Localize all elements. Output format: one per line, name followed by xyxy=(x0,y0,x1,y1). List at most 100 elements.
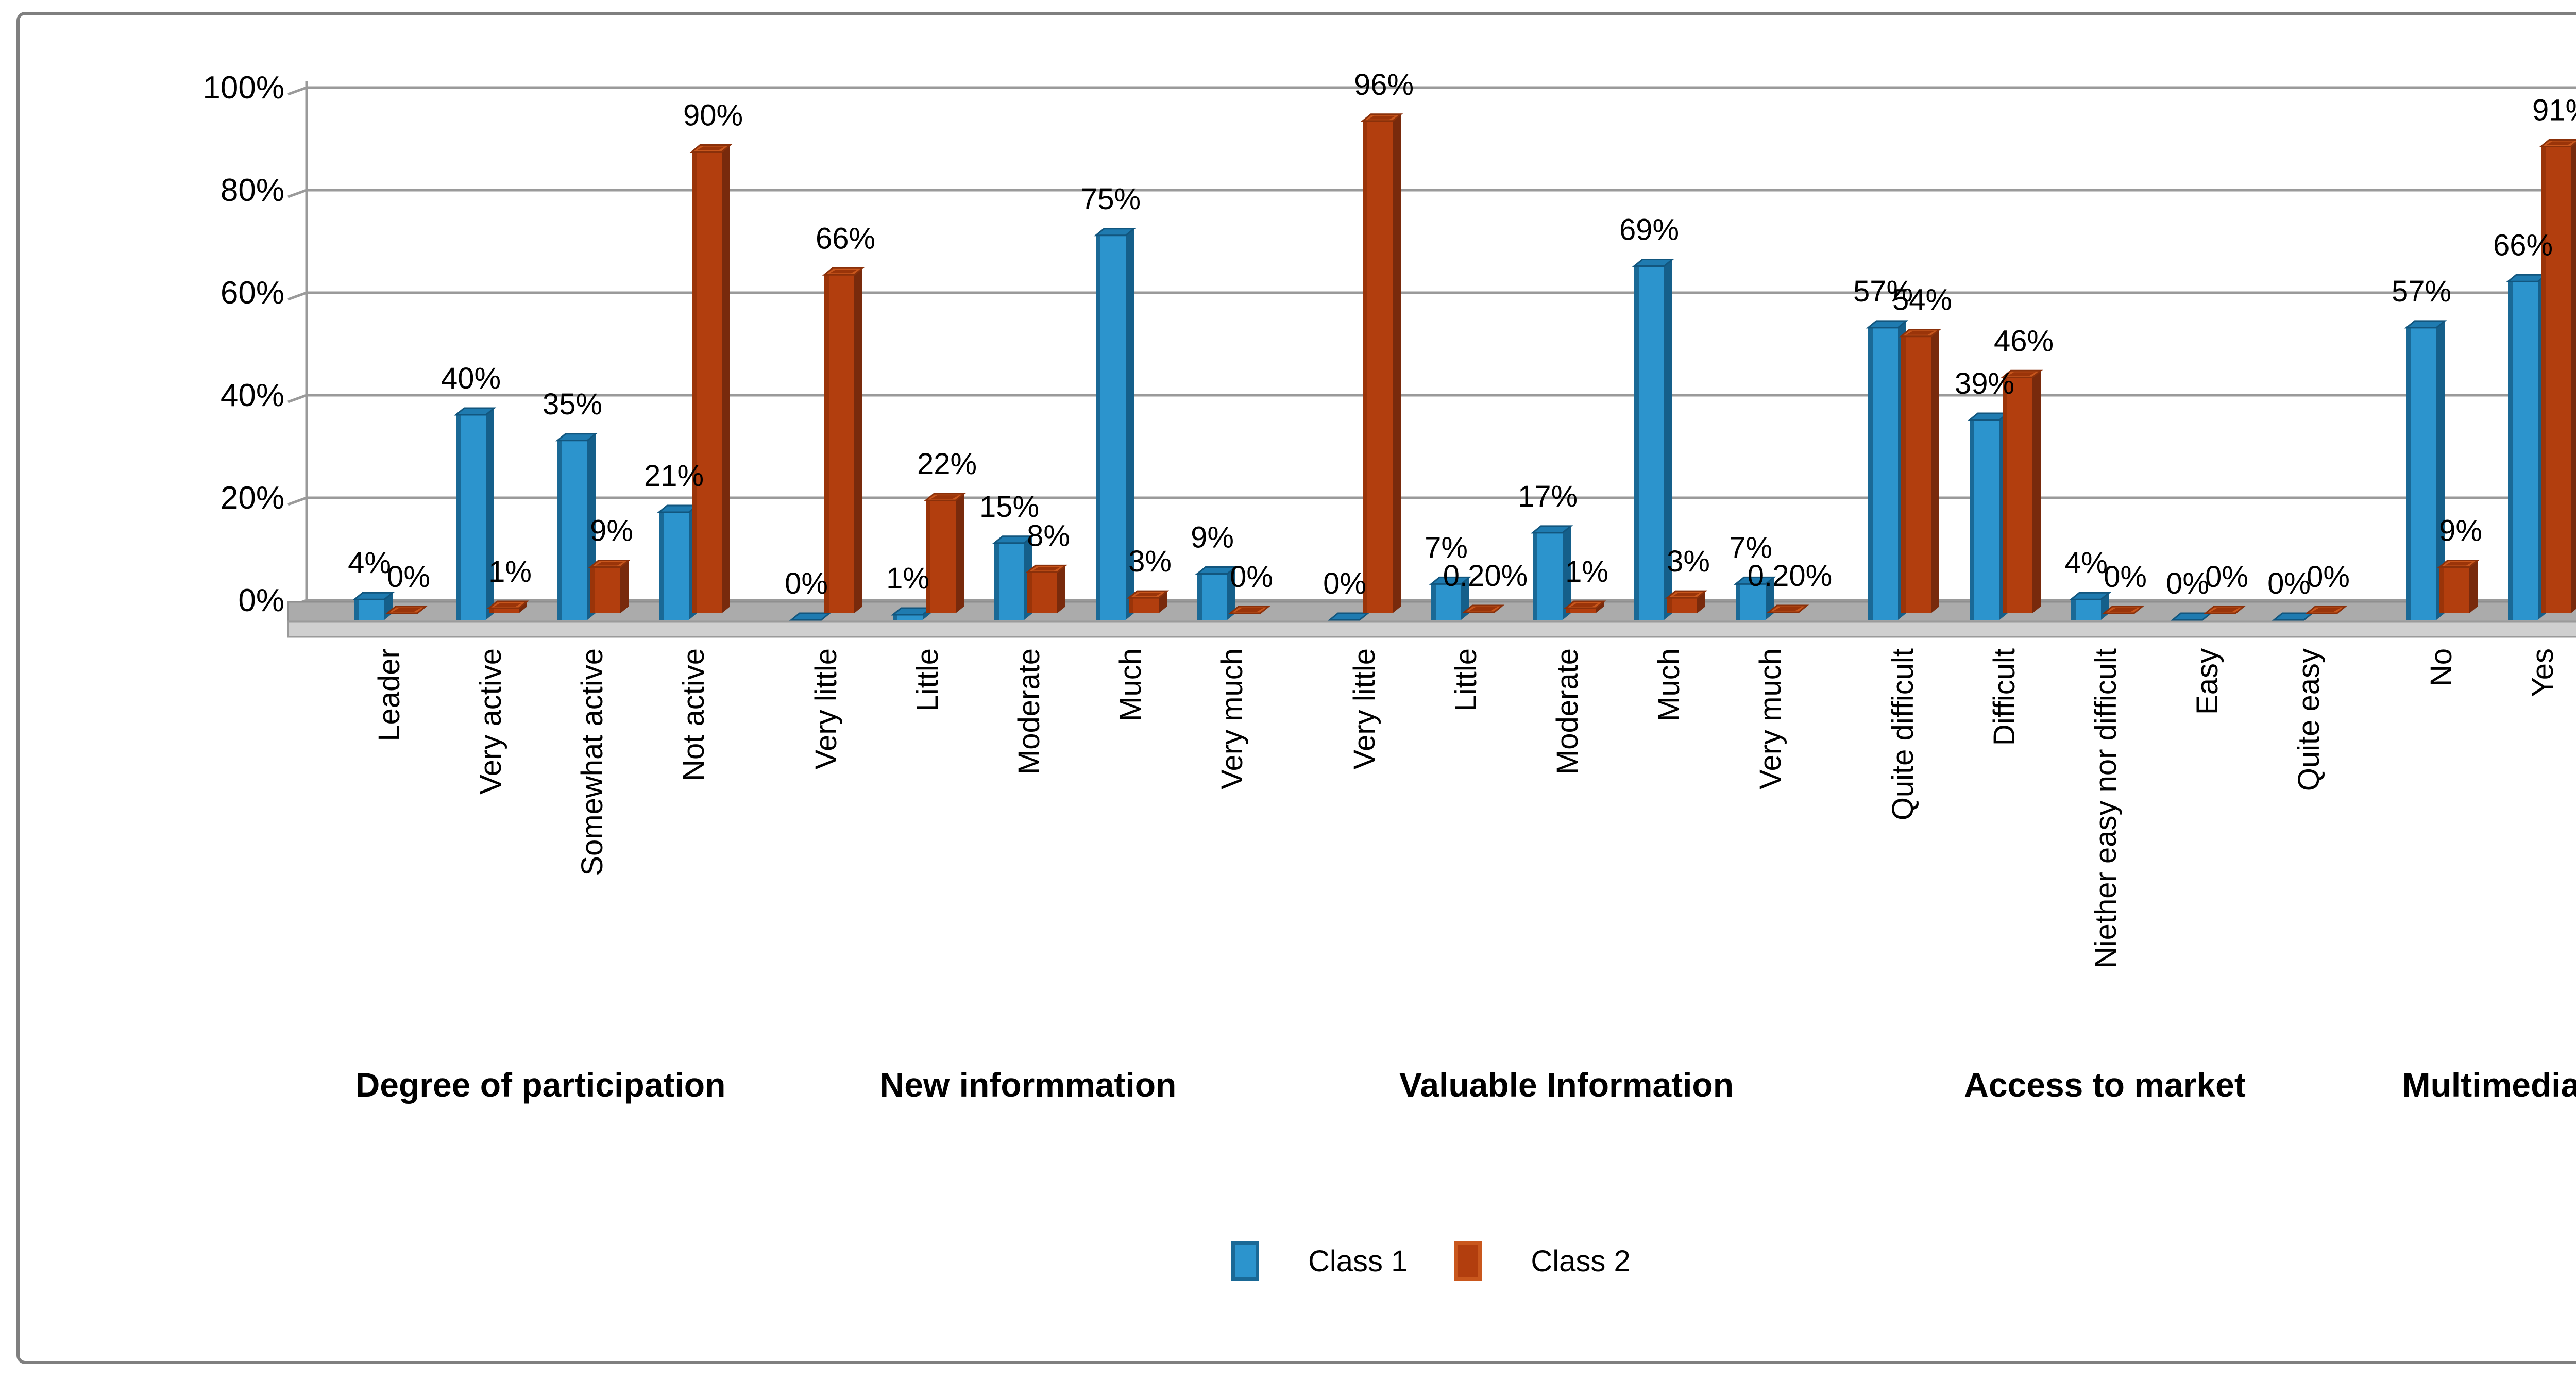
value-label-class1: 21% xyxy=(644,459,704,493)
y-tick-label: 80% xyxy=(221,173,284,208)
bar-class1-highlight xyxy=(557,440,562,620)
category-label: Little xyxy=(911,648,944,712)
bar-class2-side xyxy=(854,268,862,613)
value-label-class2: 3% xyxy=(1128,545,1172,578)
category-label: Niether easy nor difficult xyxy=(2089,648,2123,968)
value-label-class2: 1% xyxy=(488,555,532,588)
bar-class1-top xyxy=(1429,576,1472,585)
bar-class2-highlight xyxy=(2003,377,2007,613)
category-label: Somewhat active xyxy=(575,648,609,876)
legend-item-class2: Class 2 xyxy=(1454,1241,1631,1281)
bar-class2-top-inner xyxy=(931,495,959,499)
category-label: Much xyxy=(1652,648,1686,721)
bar-class2-top-inner xyxy=(1235,608,1263,612)
bar-class1-front xyxy=(893,615,923,620)
bar-class2-top-inner xyxy=(1672,593,1700,597)
bar-class2-highlight xyxy=(1027,572,1032,613)
bar-class1-highlight xyxy=(1197,574,1202,620)
value-label-class1: 40% xyxy=(441,362,501,395)
bar-class2-side xyxy=(1931,329,1939,613)
category-label: Quite easy xyxy=(2292,648,2326,791)
bar-class2-front xyxy=(1667,598,1697,613)
bar-class2-highlight xyxy=(926,500,930,613)
bar-class1-top xyxy=(1733,576,1776,585)
bar-class2-top-inner xyxy=(2008,372,2036,376)
bar-class1-highlight xyxy=(1736,584,1740,620)
bar-class2-top-inner xyxy=(2312,608,2340,612)
bar-class2-side xyxy=(722,145,730,613)
bar-class2-front xyxy=(1129,598,1159,613)
value-label-class1: 39% xyxy=(1955,367,2014,400)
bars xyxy=(352,113,2576,621)
value-label-class1: 35% xyxy=(543,388,602,421)
bar-class1-highlight xyxy=(659,512,664,620)
value-label-class1: 17% xyxy=(1518,480,1578,513)
value-label-class2: 0% xyxy=(1230,560,1273,594)
bar-class2-highlight xyxy=(2439,567,2444,613)
bar-class2-side xyxy=(2032,371,2041,613)
bar-class1-highlight xyxy=(1868,327,1873,620)
value-label-class2: 8% xyxy=(1027,519,1070,552)
bar-class2-side xyxy=(519,601,527,613)
bar-class2-highlight xyxy=(2541,146,2546,613)
bar-class2-front xyxy=(1363,121,1393,614)
gridline-jog xyxy=(287,496,307,506)
bar-class2-highlight xyxy=(590,567,595,613)
bar-class2-top-inner xyxy=(829,270,857,274)
category-label: Moderate xyxy=(1012,648,1046,775)
bar-class2-top-inner xyxy=(1032,567,1060,571)
bar-class1-top xyxy=(352,592,395,600)
legend-label-class2: Class 2 xyxy=(1531,1244,1631,1278)
category-label: Quite difficult xyxy=(1886,648,1920,820)
category-label: Difficult xyxy=(1988,648,2021,746)
bar-class2-side xyxy=(956,494,964,613)
value-label-class1: 1% xyxy=(886,562,929,595)
value-label-class2: 66% xyxy=(816,222,875,255)
value-label-class1: 66% xyxy=(2493,228,2553,262)
bar-class1-highlight xyxy=(1634,266,1639,620)
y-tick-label: 100% xyxy=(202,70,284,106)
value-label-class1: 57% xyxy=(1853,275,1913,308)
value-label-class2: 1% xyxy=(1565,555,1608,588)
bar-class2-top-inner xyxy=(2211,608,2239,612)
floor-front xyxy=(287,620,2576,638)
bar-class2-side xyxy=(1393,114,1401,614)
bar-class1-side xyxy=(486,408,494,620)
bar-class2-front xyxy=(590,567,620,613)
y-tick-label: 20% xyxy=(221,480,284,516)
bar-class2-front xyxy=(1027,572,1057,613)
group-title: New informmation xyxy=(880,1066,1177,1104)
bar-class1-front xyxy=(659,512,689,620)
category-label: Not active xyxy=(677,648,710,781)
bar-class2-front xyxy=(926,500,956,613)
group-titles: Degree of participation New informmation V… xyxy=(355,1066,2576,1104)
bar-class1-top xyxy=(1632,258,1675,267)
y-tick-label: 0% xyxy=(238,583,284,618)
bar-class1-highlight xyxy=(2406,327,2411,620)
value-label-class2: 0% xyxy=(2307,560,2350,594)
category-label: Much xyxy=(1114,648,1147,721)
gridline-jog xyxy=(287,394,307,403)
bar-class2-side xyxy=(1596,601,1604,613)
bar-class2-side xyxy=(2571,142,2576,613)
value-label-class2: 46% xyxy=(1994,324,2054,358)
bar-class2-highlight xyxy=(1129,598,1133,613)
bar-class1-front xyxy=(1970,419,1999,620)
legend-item-class1: Class 1 xyxy=(1231,1241,1408,1281)
bar-class1-highlight xyxy=(893,615,897,620)
bar-class2-top-inner xyxy=(1774,607,1802,611)
bar-class1-top xyxy=(1530,525,1573,534)
bar-class2-highlight xyxy=(1667,598,1672,613)
bar-class1-top xyxy=(1195,566,1238,575)
bar-class2-top-inner xyxy=(2445,562,2472,566)
bar-class1-top xyxy=(2404,320,2447,329)
category-label: Very little xyxy=(1348,648,1381,769)
bar-class2-top-inner xyxy=(1134,593,1162,597)
bar-class1-top xyxy=(1093,228,1137,237)
group-title: Valuable Information xyxy=(1399,1066,1734,1104)
value-label-class1: 9% xyxy=(1191,520,1234,554)
category-label: Very little xyxy=(809,648,843,769)
bar-class2-top-inner xyxy=(1571,603,1599,607)
group-title: Multimedia xyxy=(2402,1066,2576,1104)
bar-class2-front xyxy=(2003,377,2032,613)
